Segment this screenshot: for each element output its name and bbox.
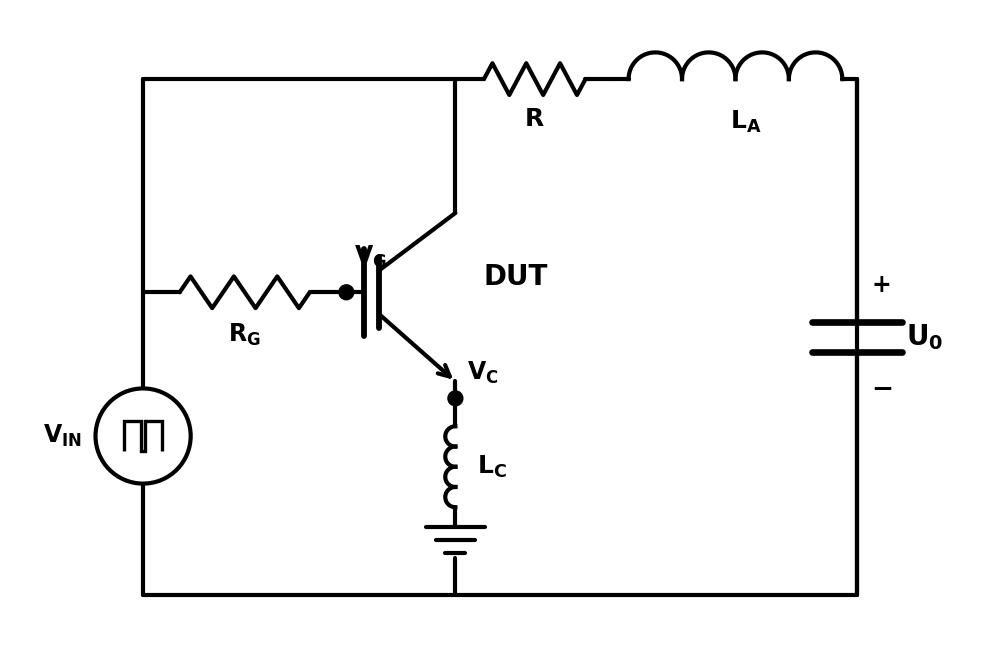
Text: $\mathbf{R}$: $\mathbf{R}$ (524, 107, 545, 131)
Text: $\mathbf{+}$: $\mathbf{+}$ (871, 273, 890, 298)
Text: $\mathbf{V_C}$: $\mathbf{V_C}$ (467, 360, 499, 386)
Text: $\mathbf{V_{IN}}$: $\mathbf{V_{IN}}$ (43, 423, 82, 449)
Text: $\mathbf{R_G}$: $\mathbf{R_G}$ (228, 322, 261, 348)
Text: $\mathbf{V_G}$: $\mathbf{V_G}$ (354, 245, 387, 270)
Text: $\mathbf{L_C}$: $\mathbf{L_C}$ (477, 454, 507, 480)
Text: $\mathbf{U_0}$: $\mathbf{U_0}$ (906, 322, 944, 352)
Text: $\mathbf{-}$: $\mathbf{-}$ (871, 375, 892, 401)
Text: DUT: DUT (483, 263, 548, 291)
Circle shape (448, 391, 463, 406)
Text: $\mathbf{L_A}$: $\mathbf{L_A}$ (730, 109, 761, 135)
Circle shape (339, 285, 354, 300)
